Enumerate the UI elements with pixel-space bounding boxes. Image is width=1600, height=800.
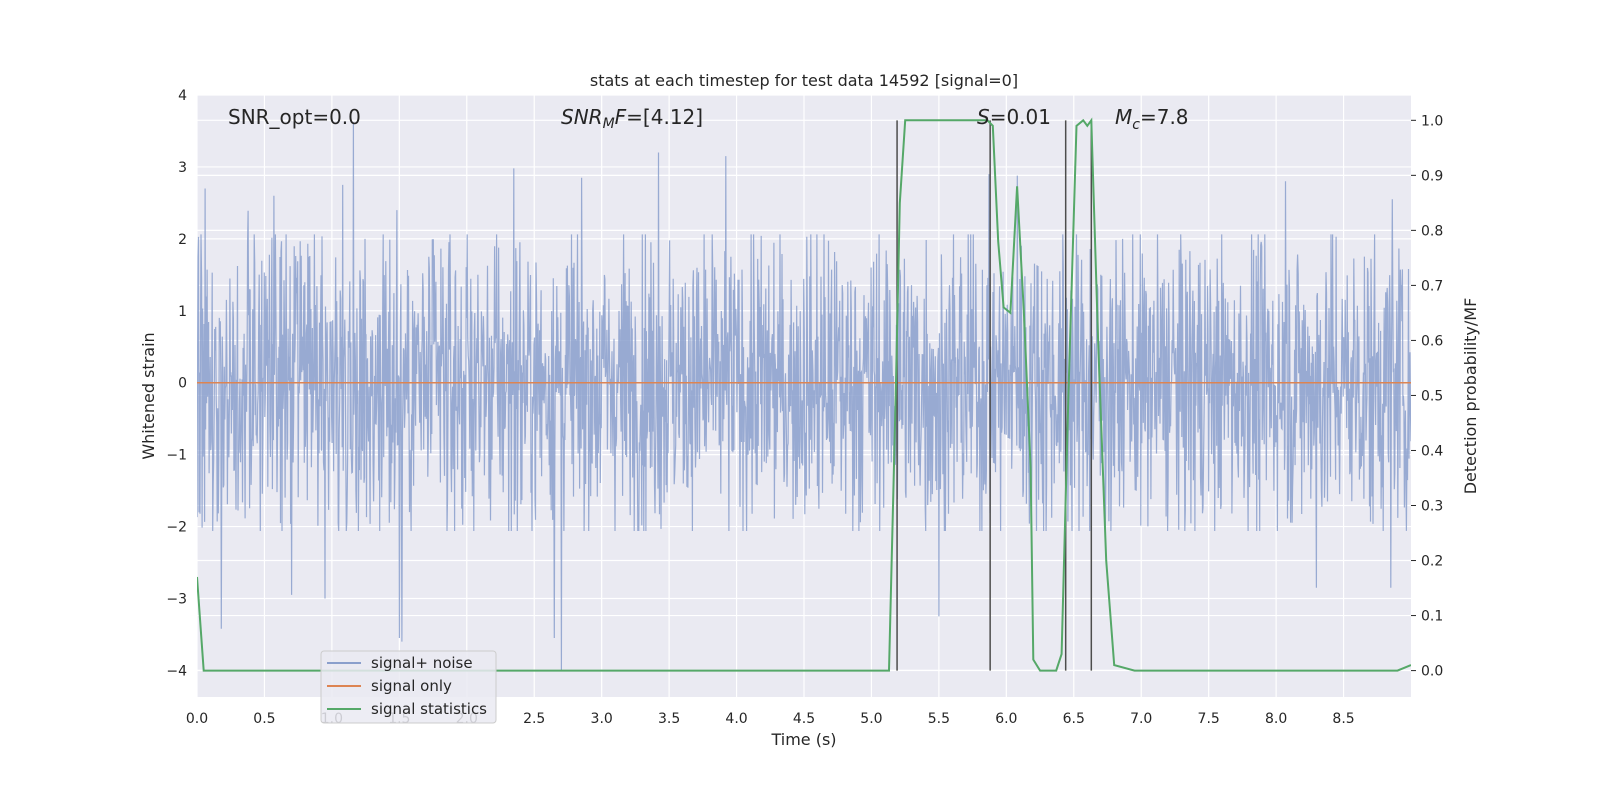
vertical-markers xyxy=(896,120,1093,671)
x-tick-label: 3.5 xyxy=(658,711,680,727)
right-tick-label: 0.3 xyxy=(1421,499,1443,515)
y-tick-label: −3 xyxy=(166,591,187,607)
right-axis-label: Detection probability/MF xyxy=(1461,298,1480,495)
x-tick-label: 2.5 xyxy=(523,711,545,727)
y-tick-label: 0 xyxy=(178,376,187,392)
right-tick-label: 0.0 xyxy=(1421,664,1443,680)
legend-label-signal-only: signal only xyxy=(371,677,452,695)
y-tick-label: 2 xyxy=(178,232,187,248)
signal-statistics-series xyxy=(197,117,1411,672)
y-tick-label: −1 xyxy=(166,448,187,464)
right-tick-label: 0.6 xyxy=(1421,333,1443,349)
x-tick-label: 4.0 xyxy=(725,711,747,727)
snr-mf-annotation: SNRMF=[4.12] xyxy=(561,105,703,132)
y-tick-label: 3 xyxy=(178,160,187,176)
right-tick-label: 0.4 xyxy=(1421,443,1443,459)
y-tick-labels: 4 3 2 1 0 −1 −2 −3 −4 xyxy=(166,88,187,679)
x-tick-label: 4.5 xyxy=(793,711,815,727)
right-tick-label: 0.9 xyxy=(1421,168,1443,184)
legend-label-signal-noise: signal+ noise xyxy=(371,654,473,672)
right-tick-label: 0.1 xyxy=(1421,609,1443,625)
x-tick-label: 5.0 xyxy=(860,711,882,727)
x-tick-label: 6.5 xyxy=(1063,711,1085,727)
right-tick-label: 1.0 xyxy=(1421,113,1443,129)
snr-opt-annotation: SNR_opt=0.0 xyxy=(228,105,361,129)
x-tick-label: 0.5 xyxy=(253,711,275,727)
legend-label-signal-statistics: signal statistics xyxy=(371,700,487,718)
y-tick-label: −4 xyxy=(166,663,187,679)
right-tick-labels: 1.0 0.9 0.8 0.7 0.6 0.5 0.4 0.3 0.2 0.1 0.0 xyxy=(1411,113,1443,680)
x-tick-label: 3.0 xyxy=(591,711,613,727)
y-tick-label: 4 xyxy=(178,88,187,104)
right-tick-label: 0.8 xyxy=(1421,223,1443,239)
mc-annotation: Mc=7.8 xyxy=(1115,105,1189,133)
x-tick-label: 7.5 xyxy=(1198,711,1220,727)
x-tick-label: 8.0 xyxy=(1265,711,1287,727)
legend-box xyxy=(320,650,497,724)
chart-title: stats at each timestep for test data 145… xyxy=(590,71,1018,90)
s-annotation: S=0.01 xyxy=(977,105,1051,129)
x-tick-label: 0.0 xyxy=(186,711,208,727)
right-tick-label: 0.2 xyxy=(1421,554,1443,570)
x-tick-label: 5.5 xyxy=(928,711,950,727)
y-tick-label: −2 xyxy=(166,520,187,536)
x-tick-label: 8.5 xyxy=(1332,711,1354,727)
right-tick-label: 0.7 xyxy=(1421,278,1443,294)
x-tick-label: 7.0 xyxy=(1130,711,1152,727)
y-tick-label: 1 xyxy=(178,304,187,320)
legend: signal+ noise signal only signal statist… xyxy=(320,650,497,724)
right-tick-label: 0.5 xyxy=(1421,388,1443,404)
signal-noise-series xyxy=(197,122,1411,671)
y-axis-label: Whitened strain xyxy=(139,332,158,459)
x-tick-label: 6.0 xyxy=(995,711,1017,727)
x-axis-label: Time (s) xyxy=(770,730,836,749)
